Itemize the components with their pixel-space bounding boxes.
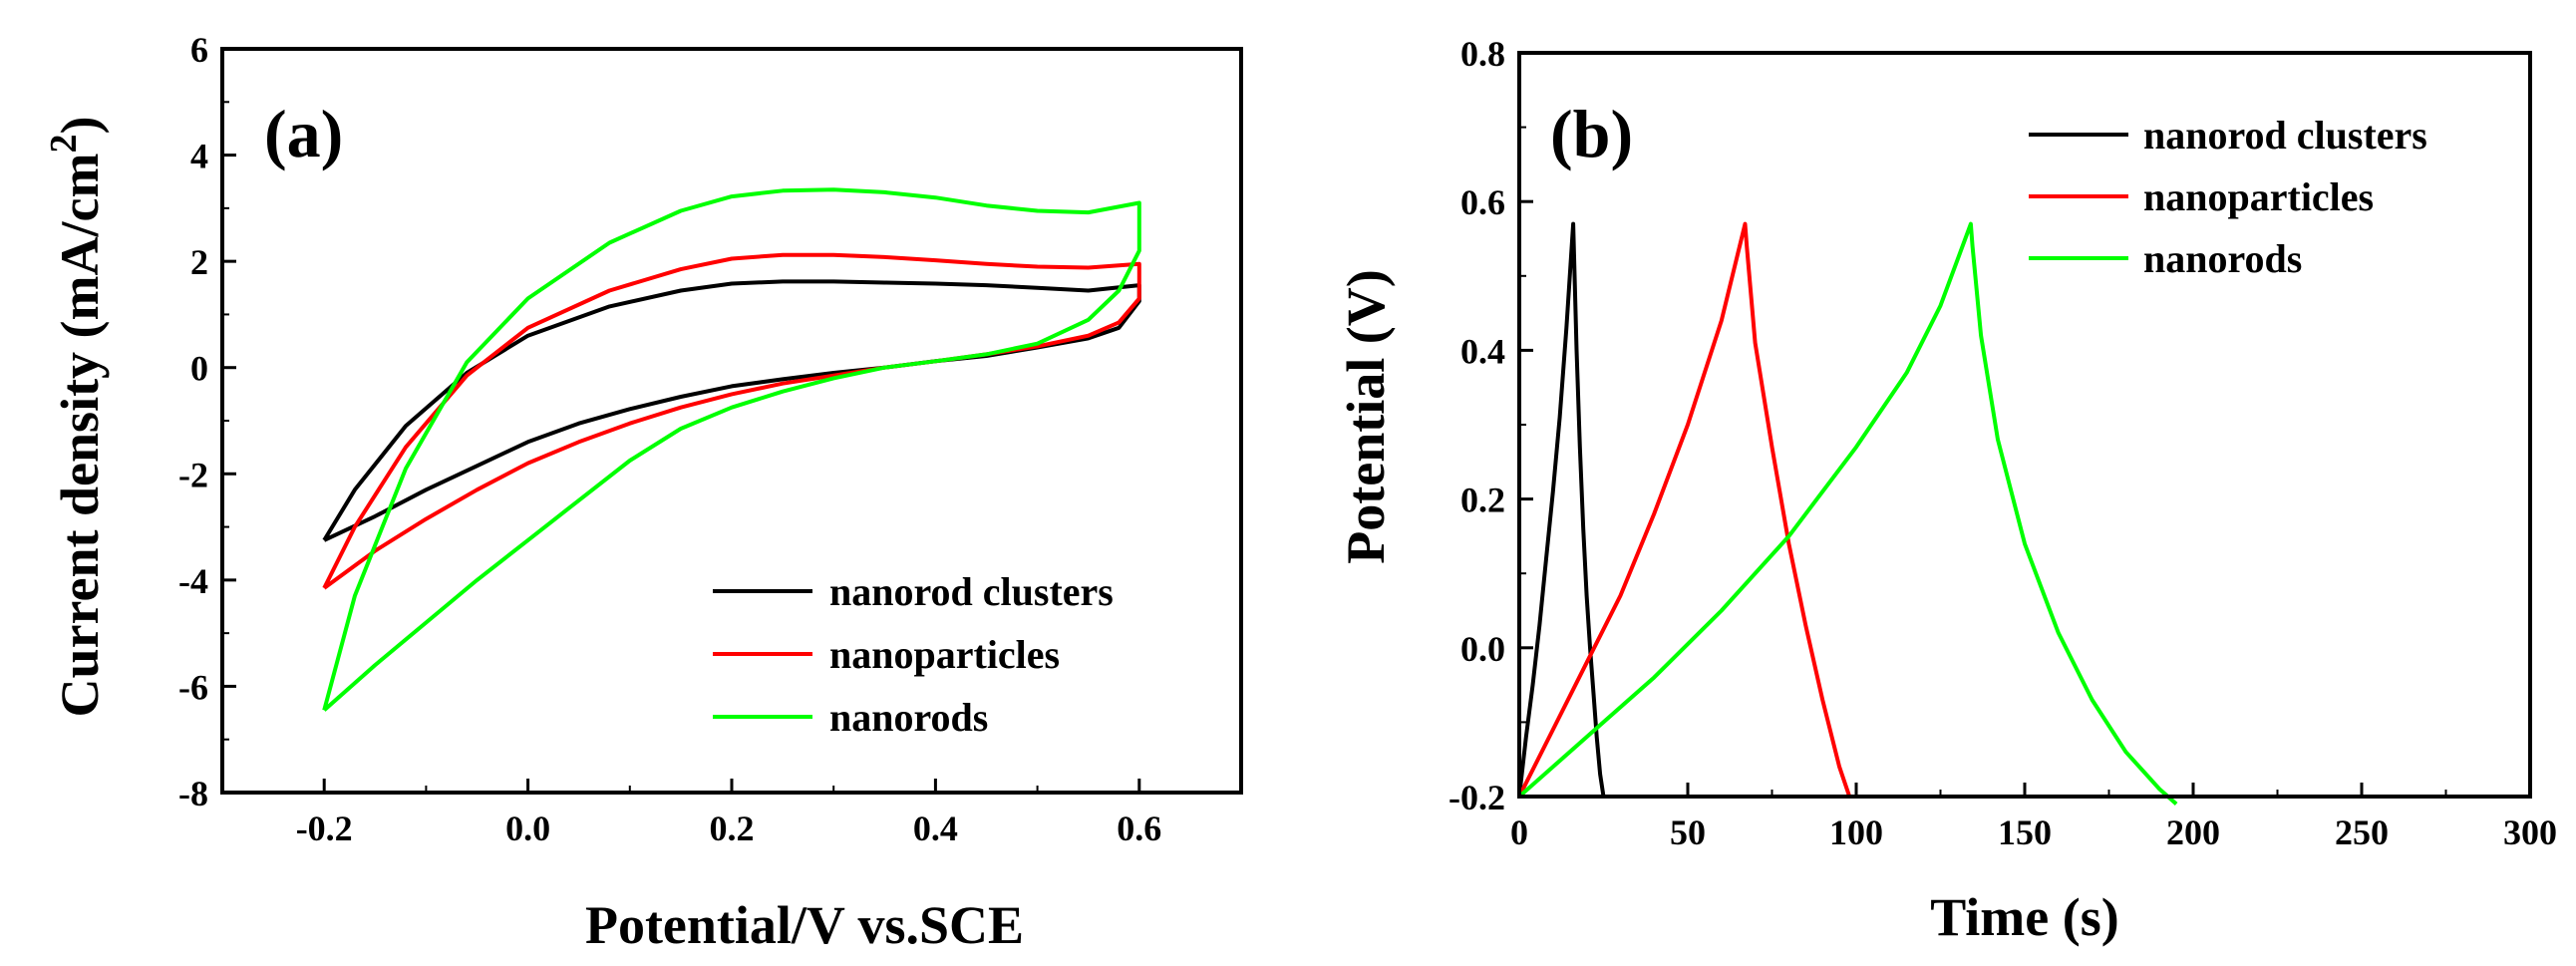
- panel-a-series-line-nanorods: [322, 187, 1141, 712]
- panel-a-y-tick-label: -4: [178, 561, 208, 601]
- panel-a-y-tick-label: -2: [178, 455, 208, 494]
- panel-a-y-axis-title-main: Current density (mA/cm: [50, 154, 110, 718]
- panel-b-legend-label-nanoparticles: nanoparticles: [2143, 174, 2374, 219]
- panel-a-y-tick-label: 4: [190, 137, 208, 176]
- panel-b-legend-label-nanorod-clusters: nanorod clusters: [2143, 113, 2427, 158]
- panel-a-y-tick-label: -6: [178, 667, 208, 707]
- panel-b-gcd-chart: (b) Time (s) Potential (V) 0 50 100 150 200 2…: [1336, 34, 2557, 947]
- panel-b-y-tick-label: 0.0: [1460, 629, 1505, 669]
- panel-a-series-line-nanorod-clusters: [322, 279, 1141, 542]
- panel-b-x-tick-label: 150: [1998, 812, 2052, 852]
- panel-a-label: (a): [264, 96, 343, 171]
- panel-b-y-tick-label: 0.4: [1460, 331, 1505, 371]
- panel-b-y-tick-label: 0.2: [1460, 481, 1505, 520]
- panel-b-x-axis-title: Time (s): [1930, 887, 2118, 947]
- panel-a-y-tick-label: -8: [178, 774, 208, 813]
- panel-b-series-line-nanorods: [1517, 221, 2178, 805]
- panel-b-plot-frame: [1517, 51, 2532, 799]
- panel-a-x-tick-label: 0.4: [913, 808, 958, 848]
- panel-a-legend-label-nanorods: nanorods: [829, 695, 988, 740]
- panel-b-y-axis-title: Potential (V): [1336, 269, 1396, 563]
- panel-b-series-line-nanoparticles: [1517, 221, 1852, 798]
- panel-a-y-axis-title-sup: 2: [43, 135, 85, 154]
- panel-a-plot-frame: [220, 47, 1243, 795]
- panel-a-x-tick-label: 0.0: [505, 808, 550, 848]
- panel-b-label: (b): [1550, 96, 1633, 171]
- panel-b-x-tick-label: 100: [1829, 812, 1883, 852]
- panel-a-series-line-nanoparticles: [322, 252, 1141, 590]
- panel-b-x-tick-label: 50: [1670, 812, 1706, 852]
- panel-b-x-tick-label: 200: [2166, 812, 2220, 852]
- panel-b-series-line-nanorod-clusters: [1517, 221, 1606, 798]
- panel-a-x-tick-label: 0.2: [710, 808, 755, 848]
- panel-a-y-tick-label: 2: [190, 242, 208, 282]
- panel-a-y-tick-label: 6: [190, 30, 208, 70]
- panel-a-legend-label-nanorod-clusters: nanorod clusters: [829, 569, 1114, 614]
- panel-b-y-tick-label: 0.8: [1460, 34, 1505, 74]
- panel-b-x-tick-label: 250: [2335, 812, 2389, 852]
- panel-a-y-tick-label: 0: [190, 349, 208, 389]
- panel-a-x-axis-title: Potential/V vs.SCE: [585, 895, 1024, 955]
- panel-b-y-tick-label: 0.6: [1460, 182, 1505, 222]
- panel-a-y-axis-title-close: ): [50, 117, 110, 135]
- panel-a-x-tick-label: -0.2: [296, 808, 353, 848]
- panel-a-x-tick-label: 0.6: [1117, 808, 1161, 848]
- panel-b-x-tick-label: 300: [2503, 812, 2557, 852]
- panel-a-cv-chart: (a) Potential/V vs.SCE Current density (…: [43, 30, 1243, 955]
- panel-b-x-tick-label: 0: [1510, 812, 1528, 852]
- panel-b-y-tick-label: -0.2: [1449, 778, 1505, 817]
- panel-a-legend-label-nanoparticles: nanoparticles: [829, 632, 1060, 677]
- panel-b-legend-label-nanorods: nanorods: [2143, 236, 2302, 281]
- panel-a-y-axis-title: Current density (mA/cm2): [43, 117, 110, 718]
